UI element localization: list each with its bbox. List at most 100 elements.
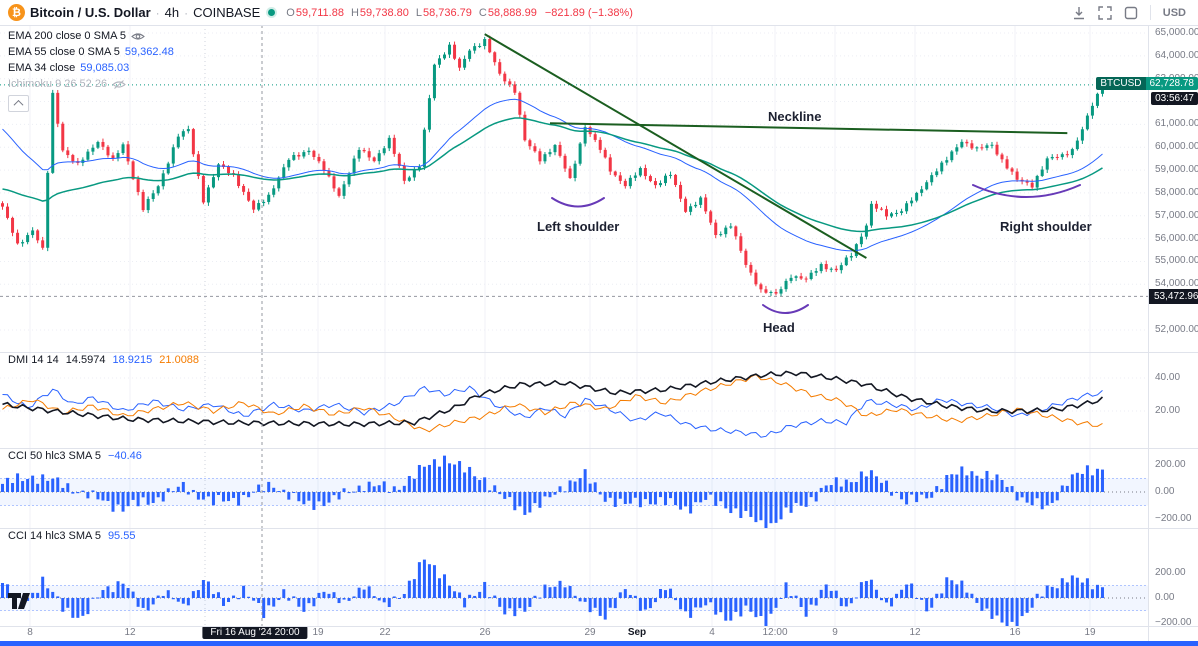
eye-off-icon[interactable]: [112, 79, 126, 90]
axis-label: −200.00: [1155, 513, 1192, 524]
legend-row-ema55[interactable]: EMA 55 close 0 SMA 5 59,362.48: [8, 44, 174, 60]
axis-label: 52,000.00: [1155, 324, 1198, 335]
low-label: L: [415, 6, 422, 19]
dmi-adx-value: 14.5974: [65, 354, 106, 366]
cci14-value: 95.55: [107, 530, 136, 542]
time-tick: 12:00: [762, 627, 788, 638]
ema200-label: EMA 200 close 0 SMA 5: [8, 30, 127, 42]
time-tick: 4: [709, 627, 715, 638]
dmi-label: DMI 14 14: [8, 354, 59, 366]
legend-collapse-button[interactable]: [8, 95, 29, 112]
time-tick: 22: [379, 627, 391, 638]
axis-label: −200.00: [1155, 617, 1192, 628]
cci14-pane[interactable]: CCI 14 hlc3 SMA 5 95.55: [0, 528, 1148, 626]
interval-selector[interactable]: 4h: [164, 5, 180, 20]
close-label: C: [478, 6, 487, 19]
axis-label: 58,000.00: [1155, 186, 1198, 198]
pane-divider[interactable]: [0, 448, 1198, 449]
chart-toolbar: ₿ Bitcoin / U.S. Dollar · 4h · COINBASE …: [0, 0, 1198, 26]
open-value: 59,711.88: [295, 6, 344, 19]
open-label: O: [286, 6, 295, 19]
time-tick: 12: [124, 627, 136, 638]
time-tick: 26: [479, 627, 491, 638]
time-tick: 9: [832, 627, 838, 638]
time-tick: 19: [312, 627, 324, 638]
price-axis[interactable]: BTCUSD 62,728.78 03:56:47 53,472.96 65,0…: [1096, 25, 1198, 641]
low-value: 58,736.79: [422, 6, 472, 19]
dmi-pane[interactable]: DMI 14 14 14.5974 18.9215 21.0088: [0, 352, 1148, 448]
legend-row-ema34[interactable]: EMA 34 close 59,085.03: [8, 60, 174, 76]
ema55-value: 59,362.48: [124, 46, 174, 58]
axis-label: 64,000.00: [1155, 49, 1198, 61]
separator-dot: ·: [184, 5, 189, 20]
ichimoku-label: Ichimoku 9 26 52 26: [8, 78, 108, 90]
close-value: 58,888.99: [487, 6, 537, 19]
time-tick: 29: [584, 627, 596, 638]
price-chart-canvas[interactable]: [0, 25, 1148, 352]
toolbar-divider: [1149, 5, 1151, 20]
cci14-label: CCI 14 hlc3 SMA 5: [8, 530, 101, 542]
cci50-pane[interactable]: CCI 50 hlc3 SMA 5 −40.46: [0, 448, 1148, 528]
dmi-minus-di-value: 21.0088: [159, 354, 200, 366]
market-open-dot-icon: [268, 9, 276, 16]
price-pane[interactable]: EMA 200 close 0 SMA 5 EMA 55 close 0 SMA…: [0, 25, 1148, 352]
time-tick: 16: [1009, 627, 1021, 638]
time-tick: 12: [909, 627, 921, 638]
symbol-info-group: ₿ Bitcoin / U.S. Dollar · 4h · COINBASE …: [0, 4, 633, 21]
axis-label: 0.00: [1155, 486, 1175, 497]
currency-label[interactable]: USD: [1162, 6, 1186, 19]
cci14-legend[interactable]: CCI 14 hlc3 SMA 5 95.55: [8, 530, 135, 542]
ema34-label: EMA 34 close: [8, 62, 76, 74]
axis-label: 65,000.00: [1155, 27, 1198, 38]
cci50-legend[interactable]: CCI 50 hlc3 SMA 5 −40.46: [8, 450, 142, 462]
axis-label: 56,000.00: [1155, 232, 1198, 244]
legend-row-ichimoku[interactable]: Ichimoku 9 26 52 26: [8, 76, 174, 92]
symbol-title[interactable]: Bitcoin / U.S. Dollar: [30, 5, 151, 20]
separator-dot: ·: [155, 5, 160, 20]
axis-label: 40.00: [1155, 372, 1181, 383]
high-label: H: [350, 6, 359, 19]
axis-label: 200.00: [1155, 567, 1186, 578]
axis-label: 61,000.00: [1155, 118, 1198, 130]
axis-label: 200.00: [1155, 459, 1186, 470]
cci14-chart-canvas[interactable]: [0, 528, 1148, 626]
ema55-label: EMA 55 close 0 SMA 5: [8, 46, 120, 58]
pane-divider[interactable]: [0, 528, 1198, 529]
high-value: 59,738.80: [359, 6, 409, 19]
dmi-legend[interactable]: DMI 14 14 14.5974 18.9215 21.0088: [8, 354, 199, 366]
download-icon[interactable]: [1072, 6, 1086, 20]
cci50-value: −40.46: [107, 450, 142, 462]
snapshot-icon[interactable]: [1124, 6, 1138, 20]
pane-divider: [0, 626, 1198, 627]
axis-label: 57,000.00: [1155, 209, 1198, 221]
fullscreen-icon[interactable]: [1098, 5, 1112, 20]
cci50-label: CCI 50 hlc3 SMA 5: [8, 450, 101, 462]
badge-price: 62,728.78: [1145, 77, 1198, 90]
axis-label: 60,000.00: [1155, 141, 1198, 153]
ohlc-values: O59,711.88 H59,738.80 L58,736.79 C58,888…: [286, 7, 537, 19]
crosshair-time-badge: Fri 16 Aug '24 20:00: [202, 626, 308, 639]
bar-countdown: 03:56:47: [1151, 92, 1198, 105]
time-tick: Sep: [627, 627, 647, 638]
chevron-up-icon: [13, 99, 24, 110]
dmi-chart-canvas[interactable]: [0, 352, 1148, 448]
axis-label: 0.00: [1155, 592, 1175, 603]
indicator-legend: EMA 200 close 0 SMA 5 EMA 55 close 0 SMA…: [8, 28, 174, 92]
price-change: −821.89 (−1.38%): [544, 6, 633, 19]
ema34-value: 59,085.03: [80, 62, 130, 74]
axis-label: 55,000.00: [1155, 255, 1198, 267]
time-tick: 19: [1084, 627, 1096, 638]
pane-divider[interactable]: [0, 352, 1198, 353]
eye-icon[interactable]: [131, 31, 145, 42]
tradingview-logo-icon[interactable]: [8, 593, 35, 614]
legend-row-ema200[interactable]: EMA 200 close 0 SMA 5: [8, 28, 174, 44]
time-axis[interactable]: Fri 16 Aug '24 20:00 8 12 19 22 26 29 Sep 4 12:0…: [0, 626, 1148, 641]
exchange-label[interactable]: COINBASE: [193, 5, 261, 20]
bitcoin-logo-icon: ₿: [8, 4, 25, 21]
axis-label: 59,000.00: [1155, 164, 1198, 176]
last-price-badge: BTCUSD 62,728.78: [1096, 77, 1198, 90]
cci50-chart-canvas[interactable]: [0, 448, 1148, 528]
time-tick: 8: [27, 627, 33, 638]
crosshair-price-badge: 53,472.96: [1149, 289, 1198, 304]
